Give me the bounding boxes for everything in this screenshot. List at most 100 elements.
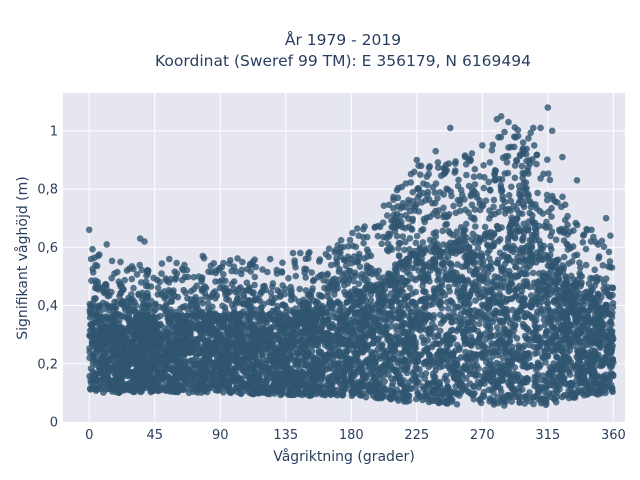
- data-point: [160, 324, 168, 332]
- data-point: [467, 192, 475, 200]
- data-point: [412, 299, 420, 307]
- data-point: [533, 344, 541, 351]
- data-point: [598, 337, 605, 345]
- data-point: [503, 159, 511, 166]
- data-point: [453, 327, 461, 335]
- data-point: [470, 252, 478, 260]
- data-point: [511, 162, 519, 169]
- data-point: [552, 259, 560, 267]
- data-point: [583, 341, 590, 349]
- data-point: [513, 157, 520, 164]
- data-point: [446, 288, 453, 295]
- data-point: [555, 226, 563, 234]
- data-point: [412, 264, 419, 272]
- data-point: [436, 363, 444, 371]
- data-point: [422, 370, 430, 377]
- data-point: [439, 391, 446, 398]
- data-point: [473, 233, 480, 241]
- data-point: [480, 184, 488, 192]
- data-point: [368, 378, 376, 385]
- data-point: [551, 396, 558, 403]
- data-point: [465, 327, 472, 335]
- data-point: [440, 204, 447, 212]
- data-point: [530, 400, 537, 408]
- data-point: [578, 273, 585, 280]
- data-point: [609, 371, 617, 379]
- data-point: [484, 310, 491, 318]
- data-point: [350, 277, 357, 285]
- data-point: [395, 239, 403, 247]
- data-point: [564, 241, 571, 249]
- data-point: [479, 392, 487, 399]
- data-point: [399, 233, 407, 240]
- data-point: [538, 298, 546, 305]
- data-point: [404, 277, 412, 285]
- data-point: [86, 332, 94, 340]
- data-point: [587, 274, 594, 282]
- data-point: [462, 206, 469, 214]
- data-point: [471, 239, 478, 246]
- data-point: [414, 358, 422, 365]
- data-point: [496, 236, 504, 243]
- data-point: [422, 384, 429, 392]
- data-point: [416, 366, 423, 373]
- data-point: [493, 393, 501, 401]
- data-point: [567, 272, 575, 280]
- data-point: [412, 276, 419, 284]
- data-point: [521, 393, 529, 400]
- data-point: [481, 230, 489, 238]
- data-point: [516, 399, 523, 406]
- data-point: [412, 259, 420, 267]
- data-point: [121, 347, 128, 355]
- data-point: [336, 305, 343, 313]
- data-point: [485, 386, 493, 394]
- data-point: [156, 303, 164, 311]
- data-point: [412, 239, 420, 247]
- data-point: [308, 389, 315, 396]
- data-point: [490, 196, 498, 204]
- data-point: [550, 382, 557, 390]
- data-point: [406, 284, 414, 292]
- data-point: [578, 325, 586, 333]
- data-point: [165, 324, 173, 332]
- data-point: [237, 343, 244, 350]
- data-point: [288, 287, 295, 294]
- data-point: [537, 376, 545, 384]
- data-point: [86, 345, 93, 352]
- data-point: [283, 329, 290, 336]
- data-point: [476, 320, 483, 328]
- data-point: [542, 377, 550, 384]
- data-point: [388, 303, 396, 310]
- data-point: [234, 295, 241, 303]
- data-point: [509, 306, 516, 314]
- data-point: [439, 227, 447, 235]
- data-point: [350, 390, 358, 397]
- data-point: [274, 313, 282, 321]
- data-point: [448, 262, 455, 270]
- data-point: [443, 220, 451, 228]
- data-point: [397, 275, 404, 282]
- data-point: [491, 167, 499, 174]
- data-point: [88, 325, 95, 333]
- data-point: [447, 297, 454, 304]
- data-point: [288, 292, 296, 299]
- data-point: [174, 293, 182, 301]
- data-point: [592, 380, 600, 387]
- data-point: [548, 205, 555, 212]
- chart-title-line1: År 1979 - 2019: [285, 30, 401, 49]
- data-point: [543, 191, 551, 199]
- data-point: [480, 235, 488, 243]
- data-point: [526, 389, 533, 396]
- data-point: [204, 299, 212, 307]
- data-point: [541, 222, 548, 230]
- data-point: [454, 196, 462, 204]
- data-points: [85, 104, 617, 409]
- data-point: [495, 338, 503, 346]
- data-point: [508, 183, 515, 191]
- data-point: [454, 303, 461, 311]
- data-point: [395, 245, 402, 252]
- data-point: [180, 286, 187, 294]
- data-point: [541, 347, 548, 355]
- data-point: [582, 261, 590, 269]
- data-point: [421, 375, 429, 382]
